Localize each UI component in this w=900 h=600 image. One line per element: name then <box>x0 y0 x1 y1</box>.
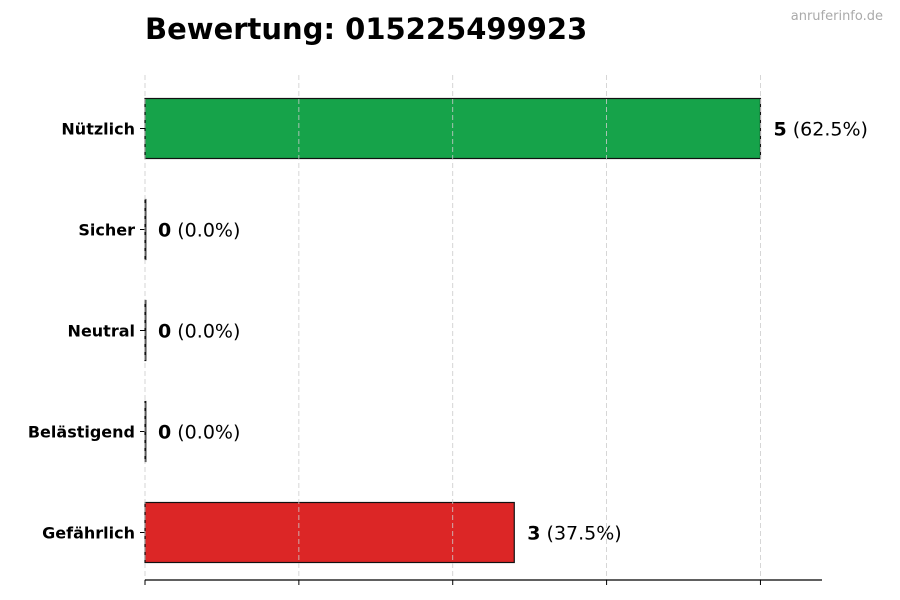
y-tick-label: Nützlich <box>61 120 135 139</box>
data-label-count: 0 <box>158 321 171 343</box>
chart-title: Bewertung: 015225499923 <box>145 12 588 46</box>
data-label: 5 (62.5%) <box>773 119 867 141</box>
data-label: 0 (0.0%) <box>158 321 240 343</box>
bar-4 <box>144 501 515 564</box>
data-label-percent: (0.0%) <box>171 321 240 343</box>
data-label-count: 3 <box>527 523 540 545</box>
y-tick-label: Gefährlich <box>42 524 135 543</box>
data-label-count: 0 <box>158 220 171 242</box>
data-label: 0 (0.0%) <box>158 422 240 444</box>
data-label-percent: (0.0%) <box>171 422 240 444</box>
data-label-percent: (62.5%) <box>787 119 868 141</box>
watermark: anruferinfo.de <box>790 9 883 24</box>
data-label-count: 0 <box>158 422 171 444</box>
data-label-percent: (0.0%) <box>171 220 240 242</box>
data-label: 0 (0.0%) <box>158 220 240 242</box>
y-tick-label: Sicher <box>78 221 135 240</box>
data-label: 3 (37.5%) <box>527 523 621 545</box>
y-tick-label: Neutral <box>68 322 135 341</box>
data-label-count: 5 <box>773 119 786 141</box>
data-label-percent: (37.5%) <box>541 523 622 545</box>
y-tick-label: Belästigend <box>28 423 135 442</box>
